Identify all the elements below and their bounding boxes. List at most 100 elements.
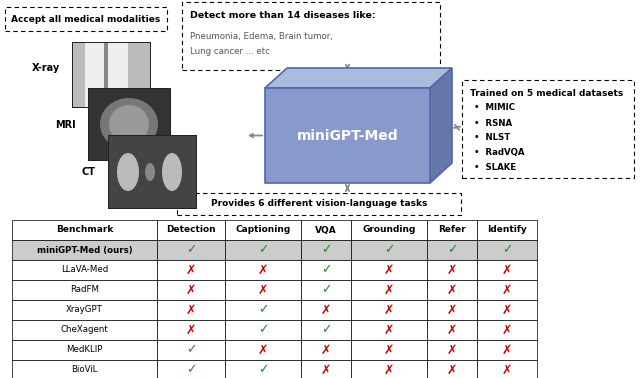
Text: •  NLST: • NLST [474,133,510,143]
Text: ✗: ✗ [186,263,196,276]
Text: ✓: ✓ [186,243,196,257]
FancyBboxPatch shape [427,340,477,360]
FancyBboxPatch shape [301,300,351,320]
FancyBboxPatch shape [351,280,427,300]
FancyBboxPatch shape [225,360,301,378]
Text: X-ray: X-ray [32,63,60,73]
Text: Benchmark: Benchmark [56,226,113,234]
Ellipse shape [109,105,149,143]
FancyBboxPatch shape [12,320,157,340]
Text: ✗: ✗ [447,344,457,356]
Text: miniGPT-Med: miniGPT-Med [297,129,398,143]
FancyBboxPatch shape [157,300,225,320]
Text: ✗: ✗ [186,284,196,296]
FancyBboxPatch shape [157,320,225,340]
FancyBboxPatch shape [12,220,157,240]
FancyBboxPatch shape [427,280,477,300]
FancyBboxPatch shape [157,340,225,360]
Text: MedKLIP: MedKLIP [67,345,102,355]
Text: Identify: Identify [487,226,527,234]
Text: Refer: Refer [438,226,466,234]
FancyBboxPatch shape [157,240,225,260]
Text: ✗: ✗ [321,364,332,376]
Text: ✓: ✓ [384,243,394,257]
FancyBboxPatch shape [301,260,351,280]
Text: ✗: ✗ [502,324,512,336]
Text: ✓: ✓ [258,243,268,257]
Text: ✓: ✓ [258,324,268,336]
Text: miniGPT-Med (ours): miniGPT-Med (ours) [36,245,132,254]
FancyBboxPatch shape [5,7,167,31]
FancyBboxPatch shape [85,42,105,107]
Text: ✗: ✗ [447,304,457,316]
FancyBboxPatch shape [427,300,477,320]
FancyBboxPatch shape [427,360,477,378]
FancyBboxPatch shape [88,88,170,160]
Text: ✓: ✓ [502,243,512,257]
Text: ✗: ✗ [384,364,394,376]
Text: Detect more than 14 diseases like:: Detect more than 14 diseases like: [190,11,376,20]
FancyBboxPatch shape [157,280,225,300]
Text: ✗: ✗ [447,263,457,276]
FancyBboxPatch shape [427,320,477,340]
Text: ✗: ✗ [447,284,457,296]
Text: ✗: ✗ [502,263,512,276]
FancyBboxPatch shape [351,240,427,260]
Text: ✗: ✗ [321,344,332,356]
FancyBboxPatch shape [477,240,537,260]
Polygon shape [265,68,452,88]
Text: ✗: ✗ [321,304,332,316]
FancyBboxPatch shape [351,300,427,320]
Text: ✓: ✓ [321,284,332,296]
FancyBboxPatch shape [301,280,351,300]
FancyBboxPatch shape [157,260,225,280]
Text: ✗: ✗ [384,344,394,356]
Text: ✓: ✓ [186,364,196,376]
FancyBboxPatch shape [301,340,351,360]
Text: •  RSNA: • RSNA [474,118,512,127]
Text: ✓: ✓ [186,344,196,356]
Text: •  SLAKE: • SLAKE [474,164,516,172]
FancyBboxPatch shape [427,240,477,260]
FancyBboxPatch shape [225,300,301,320]
Text: ✗: ✗ [258,284,268,296]
Text: ✗: ✗ [502,304,512,316]
FancyBboxPatch shape [462,80,634,178]
FancyBboxPatch shape [157,220,225,240]
FancyBboxPatch shape [301,240,351,260]
FancyBboxPatch shape [182,2,440,70]
FancyBboxPatch shape [225,280,301,300]
FancyBboxPatch shape [12,280,157,300]
Text: Trained on 5 medical datasets: Trained on 5 medical datasets [470,90,623,99]
FancyBboxPatch shape [12,260,157,280]
Ellipse shape [117,153,139,191]
FancyBboxPatch shape [72,42,150,107]
Text: Pneumonia, Edema, Brain tumor,: Pneumonia, Edema, Brain tumor, [190,31,333,40]
FancyBboxPatch shape [477,300,537,320]
Text: ✗: ✗ [502,284,512,296]
FancyBboxPatch shape [108,135,196,208]
Text: Provides 6 different vision-language tasks: Provides 6 different vision-language tas… [211,200,427,209]
Text: Captioning: Captioning [236,226,291,234]
Text: CT: CT [82,167,96,177]
FancyBboxPatch shape [12,360,157,378]
Text: BioViL: BioViL [71,366,98,375]
Text: LLaVA-Med: LLaVA-Med [61,265,108,274]
FancyBboxPatch shape [477,320,537,340]
FancyBboxPatch shape [351,220,427,240]
Text: •  MIMIC: • MIMIC [474,104,515,113]
FancyBboxPatch shape [225,240,301,260]
Text: ✗: ✗ [502,344,512,356]
FancyBboxPatch shape [301,360,351,378]
Text: VQA: VQA [315,226,337,234]
Polygon shape [430,68,452,183]
Text: •  RadVQA: • RadVQA [474,149,525,158]
FancyBboxPatch shape [157,360,225,378]
FancyBboxPatch shape [351,340,427,360]
Text: ✗: ✗ [186,304,196,316]
Ellipse shape [145,163,155,181]
FancyBboxPatch shape [12,300,157,320]
Text: CheXagent: CheXagent [61,325,108,335]
Text: ✗: ✗ [384,304,394,316]
FancyBboxPatch shape [351,260,427,280]
